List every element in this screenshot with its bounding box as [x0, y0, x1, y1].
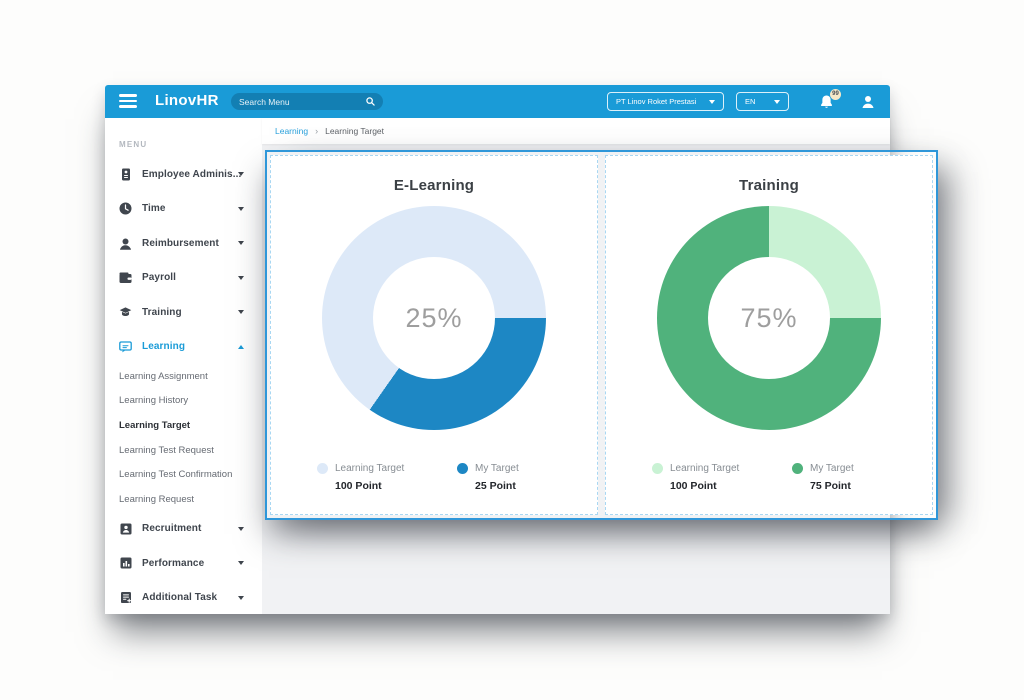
chart-title-elearning: E-Learning — [393, 177, 475, 194]
search-icon[interactable] — [366, 97, 375, 106]
graduation-cap-icon — [119, 306, 132, 319]
chart-title-training: Training — [739, 177, 799, 194]
legend-dot-my-target — [792, 463, 803, 474]
training-legend: Learning Target 100 Point My Target 75 P… — [606, 463, 932, 492]
training-chart-card: Training 75% Learning Target 100 Point M… — [605, 155, 933, 515]
training-percentage: 75% — [740, 302, 798, 333]
recruitment-icon — [119, 522, 132, 535]
chevron-down-icon — [774, 99, 780, 104]
chevron-down-icon — [238, 172, 244, 177]
sidebar-subitem-learning-target[interactable]: Learning Target — [119, 419, 191, 431]
chevron-down-icon — [238, 561, 244, 566]
sidebar-item-reimbursement[interactable]: Reimbursement — [105, 226, 262, 261]
sidebar-item-employee-administration[interactable]: Employee Adminis... — [105, 157, 262, 192]
bar-chart-icon — [119, 557, 132, 570]
donut-hole: 25% — [373, 257, 495, 379]
reimbursement-icon — [119, 237, 132, 250]
language-select[interactable]: EN — [736, 92, 789, 111]
learning-icon — [119, 340, 132, 353]
clipboard-plus-icon — [119, 591, 132, 604]
sidebar-item-additional-task[interactable]: Additional Task — [105, 581, 262, 616]
notifications-button[interactable]: 99 — [819, 88, 841, 110]
chevron-down-icon — [238, 206, 244, 211]
donut-hole: 75% — [708, 257, 830, 379]
legend-item: My Target 75 Point — [792, 463, 932, 492]
legend-dot-my-target — [457, 463, 468, 474]
id-card-icon — [119, 168, 132, 181]
company-select[interactable]: PT Linov Roket Prestasi — [607, 92, 724, 111]
header-actions: PT Linov Roket Prestasi EN 99 — [607, 85, 876, 118]
breadcrumb-link-learning[interactable]: Learning — [275, 126, 309, 136]
sidebar-item-training[interactable]: Training — [105, 295, 262, 330]
sidebar: MENU Employee Adminis... Time Rei — [105, 118, 262, 614]
elearning-legend: Learning Target 100 Point My Target 25 P… — [271, 463, 597, 492]
breadcrumb-current: Learning Target — [325, 126, 385, 136]
legend-item: Learning Target 100 Point — [652, 463, 792, 492]
chevron-down-icon — [238, 526, 244, 531]
app-logo: LinovHR — [155, 92, 219, 109]
chevron-down-icon — [238, 275, 244, 280]
learning-target-panel: E-Learning 25% Learning Target 100 Point… — [265, 150, 938, 520]
sidebar-subitem-learning-assignment[interactable]: Learning Assignment — [119, 370, 208, 382]
sidebar-item-time[interactable]: Time — [105, 192, 262, 227]
top-navbar: LinovHR PT Linov Roket Prestasi EN 99 — [105, 85, 890, 118]
sidebar-section-label: MENU — [119, 140, 148, 149]
training-donut-chart[interactable]: 75% — [657, 206, 881, 430]
chevron-down-icon — [238, 241, 244, 246]
legend-item: My Target 25 Point — [457, 463, 597, 492]
hamburger-menu-icon[interactable] — [119, 94, 137, 109]
wallet-icon — [119, 271, 132, 284]
sidebar-item-payroll[interactable]: Payroll — [105, 261, 262, 296]
legend-dot-learning-target — [317, 463, 328, 474]
clock-icon — [119, 202, 132, 215]
sidebar-subitem-learning-history[interactable]: Learning History — [119, 395, 189, 407]
breadcrumb-separator: › — [315, 126, 319, 136]
chevron-down-icon — [709, 99, 715, 104]
search-bar — [231, 93, 383, 110]
elearning-chart-card: E-Learning 25% Learning Target 100 Point… — [270, 155, 598, 515]
notification-badge: 99 — [830, 88, 841, 100]
chevron-down-icon — [238, 595, 244, 600]
sidebar-item-learning[interactable]: Learning — [105, 330, 262, 365]
sidebar-subitem-learning-test-confirmation[interactable]: Learning Test Confirmation — [119, 469, 233, 481]
sidebar-item-recruitment[interactable]: Recruitment — [105, 512, 262, 547]
sidebar-item-performance[interactable]: Performance — [105, 546, 262, 581]
sidebar-subitem-learning-test-request[interactable]: Learning Test Request — [119, 444, 214, 456]
bell-icon — [819, 94, 834, 110]
search-input[interactable] — [239, 96, 366, 107]
legend-item: Learning Target 100 Point — [317, 463, 457, 492]
elearning-donut-chart[interactable]: 25% — [322, 206, 546, 430]
sidebar-subitem-learning-request[interactable]: Learning Request — [119, 493, 194, 505]
elearning-percentage: 25% — [405, 302, 463, 333]
breadcrumb: Learning › Learning Target — [262, 118, 890, 144]
user-avatar[interactable] — [860, 94, 876, 110]
chevron-down-icon — [238, 310, 244, 315]
legend-dot-learning-target — [652, 463, 663, 474]
chevron-up-icon — [238, 344, 244, 349]
